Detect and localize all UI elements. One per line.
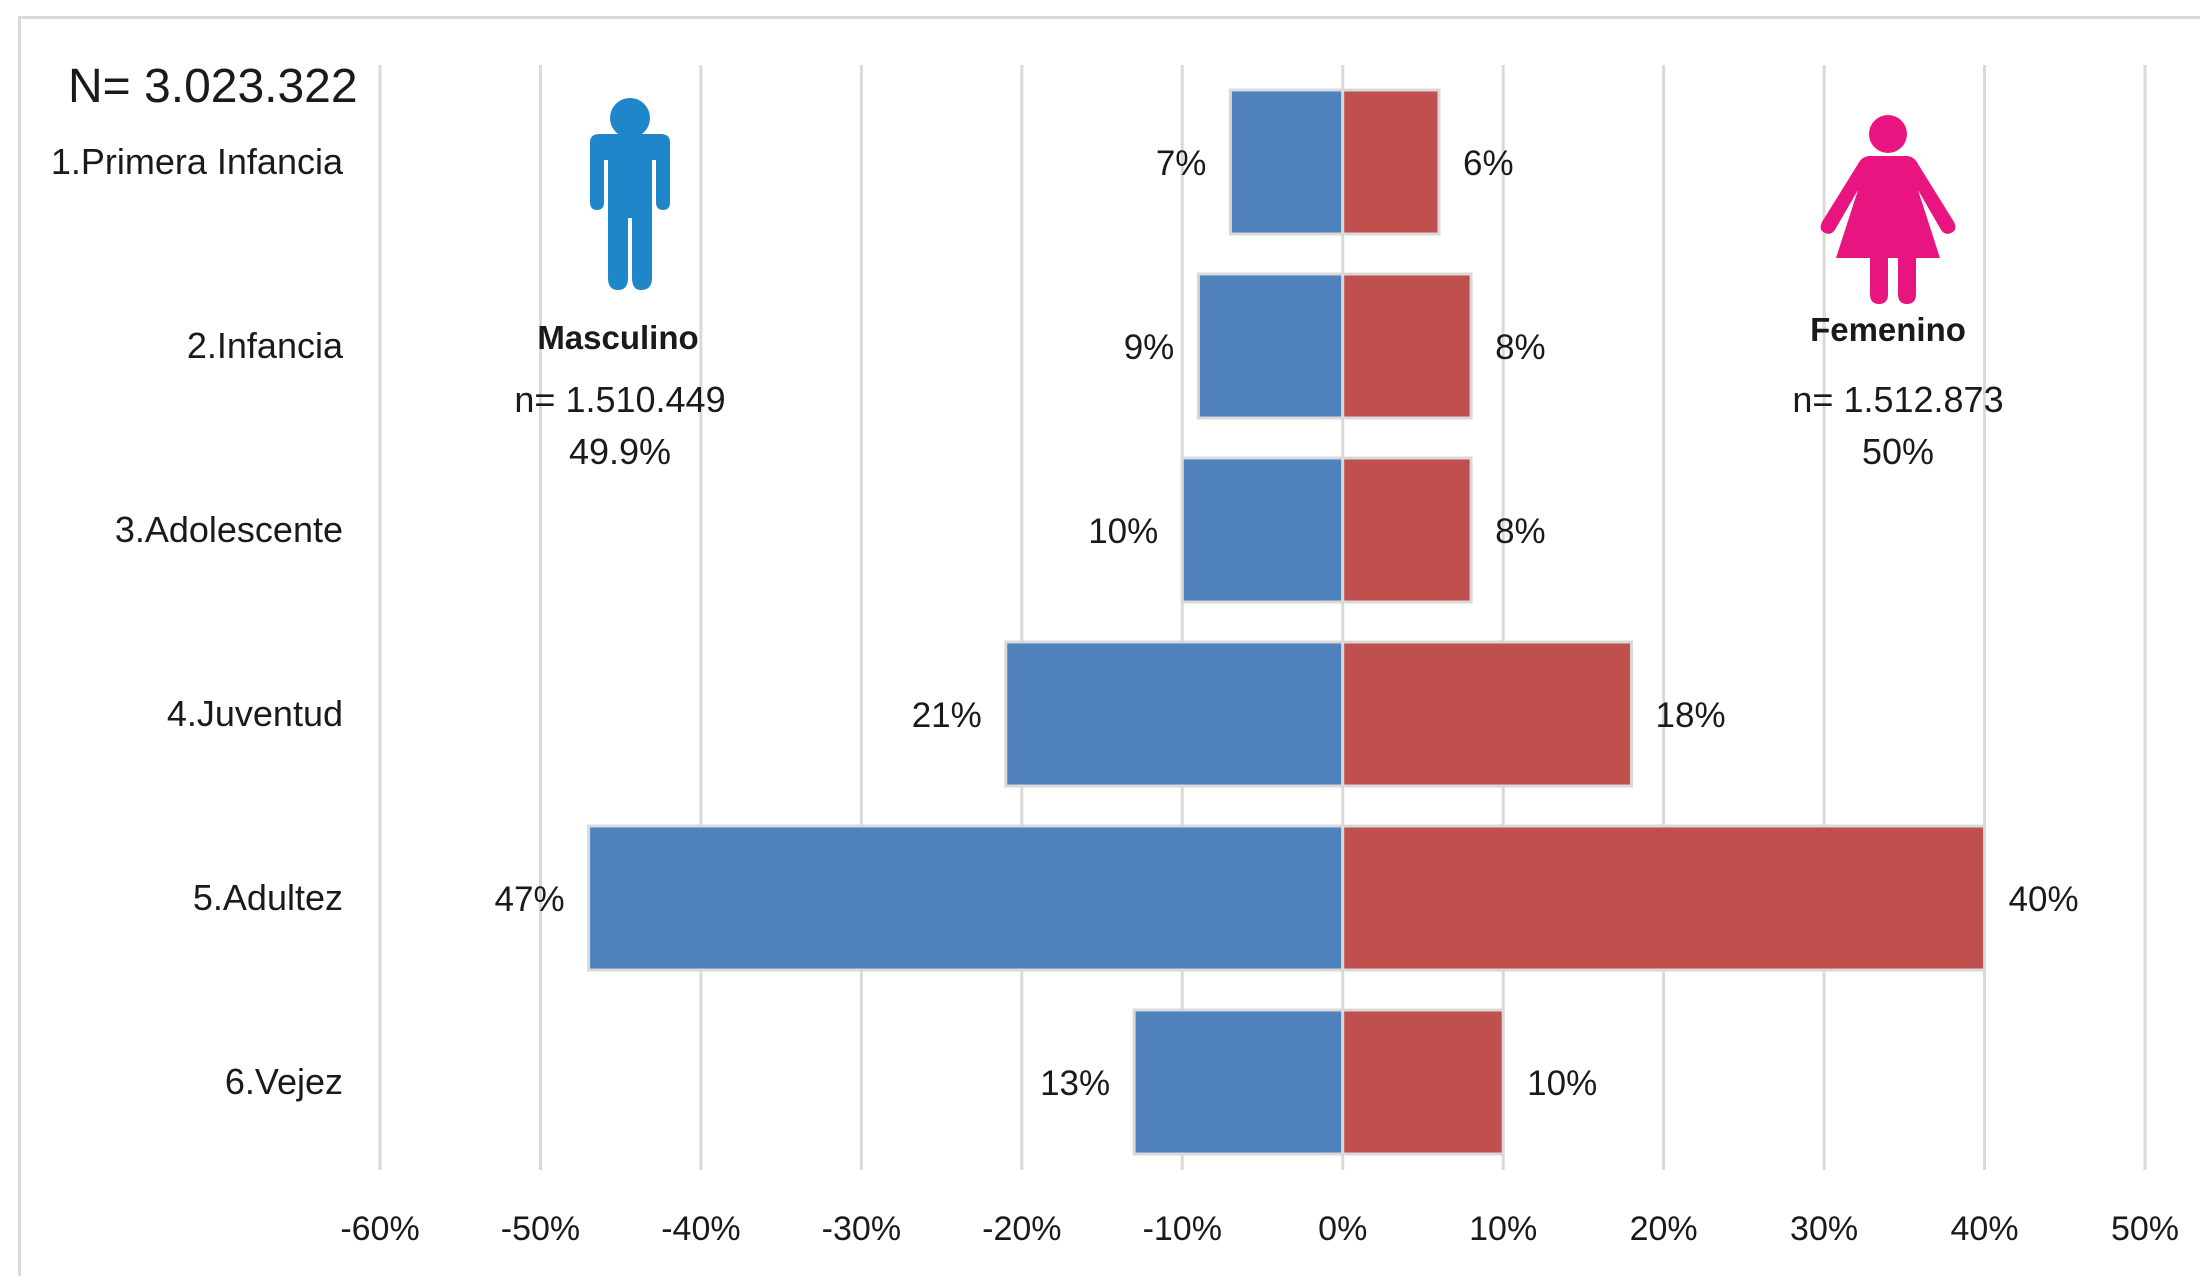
x-tick-label: -60% bbox=[340, 1210, 419, 1248]
x-tick-label: 10% bbox=[1469, 1210, 1537, 1248]
bar-femenino bbox=[1341, 88, 1441, 236]
bar-masculino bbox=[1196, 272, 1345, 420]
data-label-femenino: 6% bbox=[1463, 144, 1514, 183]
total-count: N= 3.023.322 bbox=[68, 60, 358, 113]
bar-femenino bbox=[1341, 272, 1473, 420]
x-tick-label: 20% bbox=[1630, 1210, 1698, 1248]
x-axis-ticks: -60% -50% -40% -30% -20% -10% 0% 10% 20% 30% 40% 50… bbox=[340, 1210, 2179, 1248]
data-label-femenino: 8% bbox=[1495, 512, 1546, 551]
x-tick-label: -50% bbox=[501, 1210, 580, 1248]
data-label-masculino: 47% bbox=[495, 880, 565, 919]
female-pct-label: 50% bbox=[1862, 431, 1934, 472]
x-tick-label: -20% bbox=[982, 1210, 1061, 1248]
category-label: 2.Infancia bbox=[187, 325, 344, 366]
female-icon bbox=[1820, 115, 1956, 304]
x-tick-label: -30% bbox=[822, 1210, 901, 1248]
data-label-masculino: 21% bbox=[912, 696, 982, 735]
category-label: 5.Adultez bbox=[193, 877, 343, 918]
data-label-masculino: 10% bbox=[1088, 512, 1158, 551]
bar-masculino bbox=[1132, 1008, 1345, 1156]
x-tick-label: 0% bbox=[1318, 1210, 1367, 1248]
data-label-femenino: 8% bbox=[1495, 328, 1546, 367]
bar-femenino bbox=[1341, 1008, 1505, 1156]
male-group-name: Masculino bbox=[537, 319, 698, 356]
category-label: 1.Primera Infancia bbox=[51, 141, 344, 182]
data-label-masculino: 7% bbox=[1156, 144, 1207, 183]
male-n-label: n= 1.510.449 bbox=[514, 379, 725, 420]
x-tick-label: -40% bbox=[661, 1210, 740, 1248]
data-label-masculino: 9% bbox=[1124, 328, 1175, 367]
bar-masculino bbox=[1228, 88, 1345, 236]
bar-femenino bbox=[1341, 640, 1634, 788]
bar-femenino bbox=[1341, 456, 1473, 604]
category-label: 3.Adolescente bbox=[115, 509, 343, 550]
data-label-femenino: 18% bbox=[1656, 696, 1726, 735]
female-n-label: n= 1.512.873 bbox=[1792, 379, 2003, 420]
bar-masculino bbox=[1004, 640, 1345, 788]
x-tick-label: 50% bbox=[2111, 1210, 2179, 1248]
male-pct-label: 49.9% bbox=[569, 431, 671, 472]
data-label-femenino: 10% bbox=[1527, 1064, 1597, 1103]
bars bbox=[587, 88, 1987, 1156]
data-labels: 7% 9% 10% 21% 47% 13% 6% 8% 8% 18% 40% 10% bbox=[495, 144, 2079, 1103]
category-label: 6.Vejez bbox=[225, 1061, 343, 1102]
category-label: 4.Juventud bbox=[167, 693, 343, 734]
bar-masculino bbox=[587, 824, 1345, 972]
bar-masculino bbox=[1180, 456, 1345, 604]
bar-femenino bbox=[1341, 824, 1987, 972]
female-group-name: Femenino bbox=[1810, 311, 1966, 348]
x-tick-label: 30% bbox=[1790, 1210, 1858, 1248]
gridlines bbox=[378, 65, 2147, 1170]
data-label-femenino: 40% bbox=[2009, 880, 2079, 919]
x-tick-label: -10% bbox=[1143, 1210, 1222, 1248]
category-labels: 1.Primera Infancia 2.Infancia 3.Adolescent… bbox=[51, 141, 344, 1102]
male-icon bbox=[590, 98, 670, 290]
data-label-masculino: 13% bbox=[1040, 1064, 1110, 1103]
x-tick-label: 40% bbox=[1951, 1210, 2019, 1248]
